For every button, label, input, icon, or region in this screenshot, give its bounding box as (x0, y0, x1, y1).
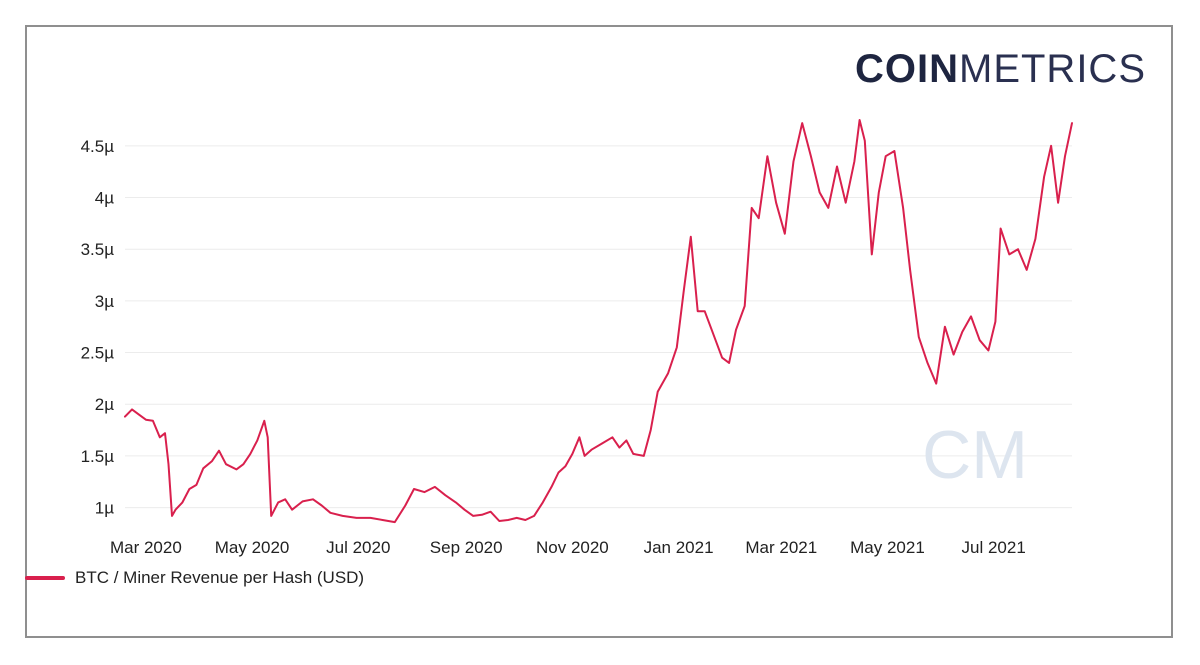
y-tick-label: 3.5µ (81, 240, 115, 259)
coinmetrics-logo: COINMETRICS (855, 47, 1146, 92)
legend-swatch (25, 576, 65, 580)
y-tick-label: 2µ (95, 395, 114, 414)
grid-lines (125, 145, 1072, 509)
x-tick-label: May 2020 (215, 538, 290, 557)
cm-watermark: CM (922, 417, 1028, 493)
logo-light-text: METRICS (959, 47, 1146, 91)
x-tick-label: Sep 2020 (430, 538, 503, 557)
series-group (124, 119, 1073, 524)
logo-bold-text: COIN (855, 47, 959, 91)
y-tick-label: 4µ (95, 189, 114, 208)
series-line (124, 119, 1073, 524)
x-tick-label: Jul 2020 (326, 538, 390, 557)
x-tick-label: May 2021 (850, 538, 925, 557)
x-axis-tick-labels: Mar 2020 May 2020 Jul 2020 Sep 2020 Nov 2020… (110, 538, 1026, 557)
x-tick-label: Mar 2020 (110, 538, 182, 557)
y-tick-label: 3µ (95, 292, 114, 311)
x-tick-label: Jul 2021 (962, 538, 1026, 557)
y-tick-label: 1.5µ (81, 447, 115, 466)
legend: BTC / Miner Revenue per Hash (USD) (25, 568, 364, 588)
y-tick-label: 1µ (95, 499, 114, 518)
chart-frame: COINMETRICS (25, 25, 1173, 638)
x-tick-label: Jan 2021 (644, 538, 714, 557)
watermark-text: CM (922, 417, 1028, 493)
y-axis-tick-labels: 1µ 1.5µ 2µ 2.5µ 3µ 3.5µ 4µ 4.5µ (81, 137, 115, 518)
legend-label: BTC / Miner Revenue per Hash (USD) (75, 568, 365, 587)
x-tick-label: Nov 2020 (536, 538, 609, 557)
y-tick-label: 4.5µ (81, 137, 115, 156)
x-tick-label: Mar 2021 (745, 538, 817, 557)
y-tick-label: 2.5µ (81, 344, 115, 363)
